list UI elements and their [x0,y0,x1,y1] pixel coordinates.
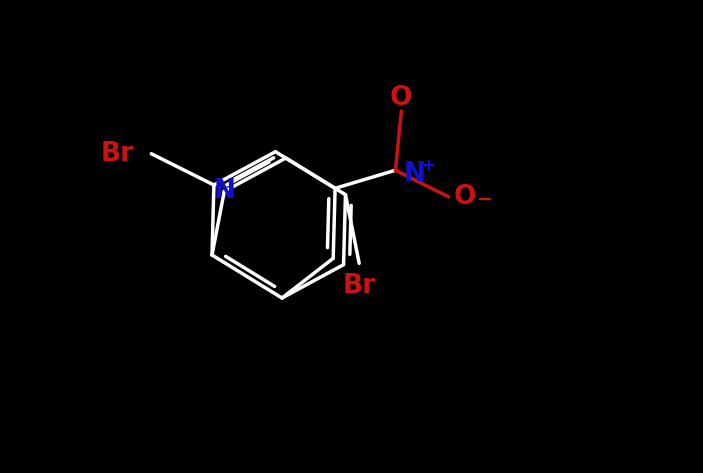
Text: Br: Br [100,141,134,166]
Text: N: N [404,161,425,187]
Text: O: O [453,184,476,210]
Text: +: + [422,157,435,175]
Text: O: O [390,85,413,111]
Text: N: N [213,178,236,204]
Text: −: − [477,190,493,210]
Text: Br: Br [342,273,375,299]
